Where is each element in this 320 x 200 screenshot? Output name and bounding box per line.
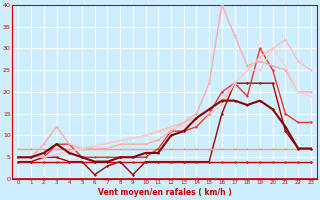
X-axis label: Vent moyen/en rafales ( km/h ): Vent moyen/en rafales ( km/h ) <box>98 188 231 197</box>
